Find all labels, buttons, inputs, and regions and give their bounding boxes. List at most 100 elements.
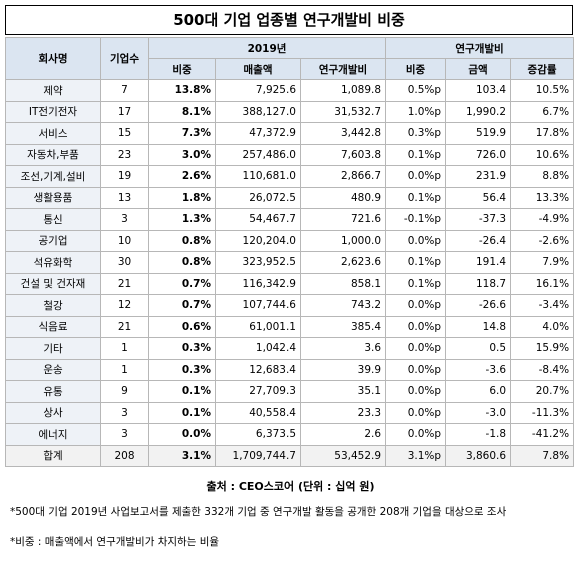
table-cell: -37.3	[445, 208, 512, 231]
table-row: 기타 1 0.3% 1,042.4 3.6 0.0%p 0.5 15.9%	[5, 337, 575, 360]
table-cell: 480.9	[299, 186, 387, 209]
table-cell: 17	[100, 100, 149, 123]
table-cell: 0.0%p	[385, 294, 447, 317]
row-label: 운송	[5, 358, 101, 381]
table-cell: 15.9%	[510, 337, 575, 360]
table-cell: 7,925.6	[215, 79, 301, 102]
table-cell: -26.4	[445, 229, 512, 252]
row-label: 공기업	[5, 229, 101, 252]
row-label: 생활용품	[5, 186, 101, 209]
table-cell: -3.4%	[510, 294, 575, 317]
table-cell: 0.0%p	[385, 165, 447, 188]
row-label: 자동차,부품	[5, 143, 101, 166]
table-cell: 56.4	[445, 186, 512, 209]
table-cell: 6.7%	[510, 100, 575, 123]
table-row: 상사 3 0.1% 40,558.4 23.3 0.0%p -3.0 -11.3%	[5, 401, 575, 424]
row-label: 통신	[5, 208, 101, 231]
header-cell: 기업수	[100, 37, 149, 80]
table-cell: 47,372.9	[215, 122, 301, 145]
row-label: 합계	[5, 444, 101, 467]
table-cell: 0.0%p	[385, 423, 447, 446]
table-cell: 3.0%	[148, 143, 216, 166]
table-cell: 40,558.4	[215, 401, 301, 424]
table-row: 조선,기계,설비 19 2.6% 110,681.0 2,866.7 0.0%p 231.9…	[5, 165, 575, 188]
table-cell: 1	[100, 337, 149, 360]
table-cell: 120,204.0	[215, 229, 301, 252]
table-cell: 54,467.7	[215, 208, 301, 231]
table-cell: 1,042.4	[215, 337, 301, 360]
source: 출처 : CEO스코어 (단위 : 십억 원)	[206, 480, 375, 493]
table-cell: 0.0%p	[385, 337, 447, 360]
table-cell: 2,623.6	[299, 251, 387, 274]
table-cell: -3.6	[445, 358, 512, 381]
table-cell: 3,860.6	[445, 444, 512, 467]
table-row: 서비스 15 7.3% 47,372.9 3,442.8 0.3%p 519.9 17.8%	[5, 122, 575, 145]
table-cell: 19	[100, 165, 149, 188]
row-label: 철강	[5, 294, 101, 317]
table-cell: 858.1	[299, 272, 387, 295]
table-cell: 3.6	[299, 337, 387, 360]
table-cell: 1.0%p	[385, 100, 447, 123]
table-cell: 4.0%	[510, 315, 575, 338]
table-row: 식음료 21 0.6% 61,001.1 385.4 0.0%p 14.8 4.0%	[5, 315, 575, 338]
table-cell: 9	[100, 380, 149, 403]
table-cell: 726.0	[445, 143, 512, 166]
table-cell: 10.5%	[510, 79, 575, 102]
table-cell: 1.3%	[148, 208, 216, 231]
row-label: 건설 및 건자재	[5, 272, 101, 295]
table-cell: 118.7	[445, 272, 512, 295]
table-cell: 30	[100, 251, 149, 274]
table-cell: 8.8%	[510, 165, 575, 188]
table-cell: 0.8%	[148, 251, 216, 274]
table-cell: 53,452.9	[299, 444, 387, 467]
table-cell: 61,001.1	[215, 315, 301, 338]
row-label: 제약	[5, 79, 101, 102]
row-label: 조선,기계,설비	[5, 165, 101, 188]
header-cell: 증감률	[510, 58, 575, 80]
table-cell: 35.1	[299, 380, 387, 403]
table-cell: 1,990.2	[445, 100, 512, 123]
table-cell: 15	[100, 122, 149, 145]
table-cell: 519.9	[445, 122, 512, 145]
row-label: 석유화학	[5, 251, 101, 274]
row-label: IT전기전자	[5, 100, 101, 123]
table-cell: 20.7%	[510, 380, 575, 403]
row-label: 기타	[5, 337, 101, 360]
table-cell: 103.4	[445, 79, 512, 102]
table-row: 자동차,부품 23 3.0% 257,486.0 7,603.8 0.1%p 726.0 10…	[5, 143, 575, 166]
table-cell: 31,532.7	[299, 100, 387, 123]
table-cell: 3,442.8	[299, 122, 387, 145]
table-cell: 7.8%	[510, 444, 575, 467]
header-cell: 비중	[385, 58, 447, 80]
table-cell: 6.0	[445, 380, 512, 403]
table-cell: -8.4%	[510, 358, 575, 381]
table-cell: 0.1%	[148, 401, 216, 424]
table-cell: 0.0%p	[385, 315, 447, 338]
table-cell: 743.2	[299, 294, 387, 317]
table-cell: 7,603.8	[299, 143, 387, 166]
table-row: 건설 및 건자재 21 0.7% 116,342.9 858.1 0.1%p 118.7 16…	[5, 272, 575, 295]
table-cell: -0.1%p	[385, 208, 447, 231]
table-cell: 110,681.0	[215, 165, 301, 188]
row-label: 식음료	[5, 315, 101, 338]
table-row: 합계 208 3.1% 1,709,744.7 53,452.9 3.1%p 3,860.6…	[5, 444, 575, 467]
table-cell: 3	[100, 208, 149, 231]
header-group: 2019년	[147, 37, 387, 59]
table-cell: 2,866.7	[299, 165, 387, 188]
header-cell: 비중	[148, 58, 216, 80]
header-cell: 연구개발비	[299, 58, 387, 80]
table-row: 생활용품 13 1.8% 26,072.5 480.9 0.1%p 56.4 13.3%	[5, 186, 575, 209]
title: 500대 기업 업종별 연구개발비 비중	[5, 5, 573, 35]
table-cell: 0.0%p	[385, 358, 447, 381]
table-row: 통신 3 1.3% 54,467.7 721.6 -0.1%p -37.3 -4.9%	[5, 208, 575, 231]
table-cell: 208	[100, 444, 149, 467]
table-cell: 0.3%	[148, 337, 216, 360]
table-cell: 385.4	[299, 315, 387, 338]
table-cell: 7	[100, 79, 149, 102]
table-cell: 257,486.0	[215, 143, 301, 166]
header-group: 연구개발비	[385, 37, 575, 59]
table-row: 공기업 10 0.8% 120,204.0 1,000.0 0.0%p -26.4 -2.6%	[5, 229, 575, 252]
table-cell: 0.5	[445, 337, 512, 360]
table-cell: 13	[100, 186, 149, 209]
